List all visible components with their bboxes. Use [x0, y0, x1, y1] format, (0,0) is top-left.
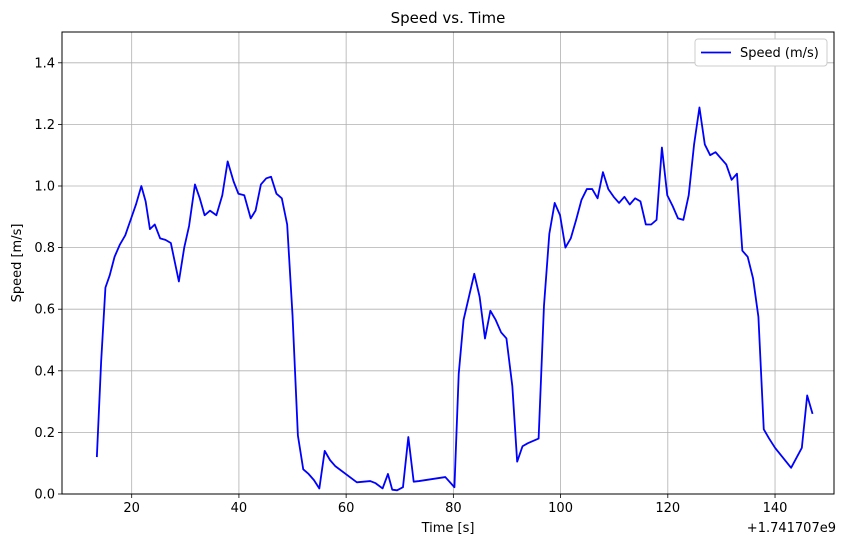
plot-lines [95, 106, 814, 492]
grid [62, 32, 834, 495]
x-tick-label: 40 [231, 501, 248, 516]
legend: Speed (m/s) [694, 38, 828, 67]
y-tick-label: 0.6 [34, 303, 55, 318]
x-tick-label: 120 [655, 501, 680, 516]
x-offset-label: +1.741707e9 [747, 521, 836, 536]
x-tick-label: 80 [445, 501, 462, 516]
plot-frame [61, 31, 835, 495]
y-tick-label: 1.4 [34, 56, 55, 71]
y-tick-label: 1.0 [34, 180, 55, 195]
series-line-speed [95, 106, 814, 492]
legend-box [694, 38, 828, 67]
y-tick-label: 1.2 [34, 118, 55, 133]
x-axis-label: Time [s] [421, 521, 475, 536]
x-tick-label: 100 [548, 501, 573, 516]
x-tick-label: 140 [763, 501, 788, 516]
y-ticks: 0.0 0.2 0.4 0.6 0.8 1.0 1.2 1.4 [34, 56, 62, 503]
x-tick-label: 60 [338, 501, 355, 516]
y-axis-label: Speed [m/s] [10, 224, 25, 303]
x-ticks: 20 40 60 80 100 120 140 [123, 494, 787, 516]
x-tick-label: 20 [123, 501, 140, 516]
y-tick-label: 0.2 [34, 426, 55, 441]
chart-title: Speed vs. Time [391, 9, 506, 27]
y-tick-label: 0.4 [34, 364, 55, 379]
y-tick-label: 0.8 [34, 241, 55, 256]
legend-label: Speed (m/s) [740, 46, 819, 61]
y-tick-label: 0.0 [34, 488, 55, 503]
